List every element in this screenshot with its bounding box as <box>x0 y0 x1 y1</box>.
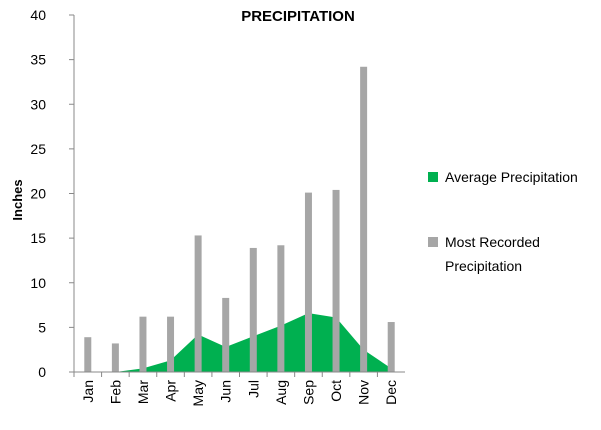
x-tick-label: Mar <box>135 380 151 404</box>
x-tick-label: Aug <box>273 380 289 405</box>
bar <box>304 192 312 372</box>
legend-label: Average Precipitation <box>445 169 578 185</box>
bar <box>360 66 368 372</box>
bar <box>194 235 202 372</box>
x-tick-label: Jan <box>80 380 96 403</box>
y-tick-label: 25 <box>30 141 46 157</box>
bar <box>332 189 340 372</box>
y-tick-label: 20 <box>30 186 46 202</box>
legend-swatch <box>428 237 438 247</box>
area <box>87 313 392 372</box>
bar <box>111 343 119 372</box>
legend-item: Average Precipitation <box>428 165 578 189</box>
legend-item: Most Recorded Precipitation <box>428 230 548 278</box>
x-tick-label: Apr <box>163 380 179 402</box>
y-tick-label: 35 <box>30 52 46 68</box>
x-tick-label: Dec <box>383 380 399 405</box>
bar <box>387 322 395 372</box>
legend-swatch <box>428 172 438 182</box>
y-tick-label: 10 <box>30 275 46 291</box>
x-tick-label: May <box>190 380 206 406</box>
x-tick-label: Jun <box>218 380 234 403</box>
y-axis-label: Inches <box>10 179 25 220</box>
y-tick-label: 40 <box>30 7 46 23</box>
bar <box>167 316 175 372</box>
bar <box>249 247 257 372</box>
x-tick-label: Nov <box>356 380 372 405</box>
x-tick-label: Sep <box>300 380 316 405</box>
y-tick-label: 0 <box>38 364 46 380</box>
bar <box>139 316 147 372</box>
y-tick-label: 15 <box>30 230 46 246</box>
legend-label: Most Recorded Precipitation <box>445 234 540 274</box>
y-tick-label: 5 <box>38 319 46 335</box>
x-tick-label: Oct <box>328 380 344 402</box>
x-tick-label: Feb <box>107 380 123 404</box>
bar <box>84 337 92 372</box>
x-tick-label: Jul <box>245 380 261 398</box>
y-tick-label: 30 <box>30 96 46 112</box>
bar <box>277 245 285 372</box>
bar <box>222 297 230 372</box>
chart-title: PRECIPITATION <box>241 8 355 25</box>
